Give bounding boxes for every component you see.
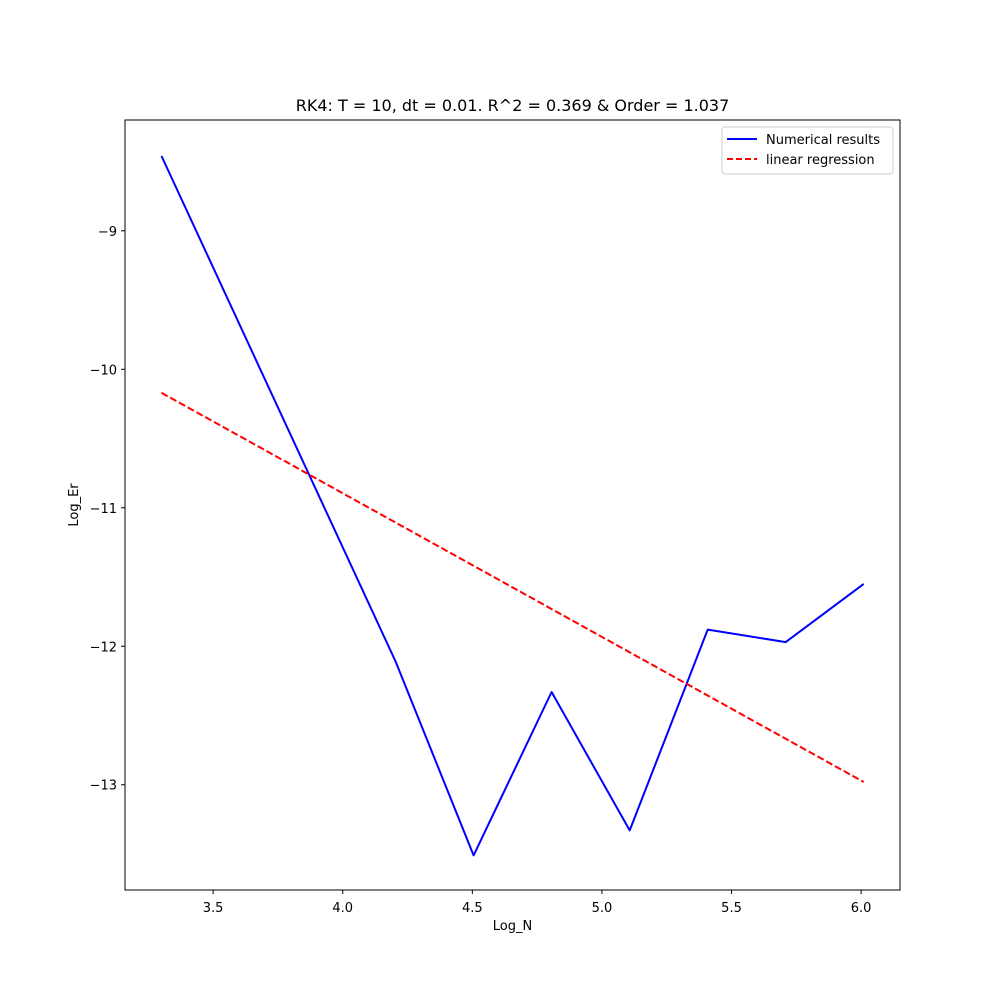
legend: Numerical results linear regression <box>721 126 894 175</box>
series-line-linear-regression <box>161 391 865 783</box>
y-tick-label: −9 <box>98 225 117 240</box>
x-tick-label: 5.0 <box>592 901 613 916</box>
y-tick-label: −12 <box>90 640 117 655</box>
x-axis-ticks: 3.5 4.0 4.5 5.0 5.5 6.0 <box>203 890 872 916</box>
legend-box <box>721 126 894 175</box>
series-line-numerical-results <box>160 155 865 857</box>
x-tick-label: 3.5 <box>203 901 224 916</box>
y-tick-label: −13 <box>90 779 117 794</box>
x-axis-label: Log_N <box>493 919 532 934</box>
x-tick-label: 5.5 <box>721 901 742 916</box>
axes-background <box>125 120 900 890</box>
axes-frame <box>124 119 901 891</box>
y-tick-label: −10 <box>90 363 117 378</box>
chart-title: RK4: T = 10, dt = 0.01. R^2 = 0.369 & Or… <box>296 96 730 115</box>
x-tick-label: 4.5 <box>462 901 483 916</box>
legend-label-numerical-results: Numerical results <box>766 133 880 148</box>
y-axis-label: Log_Er <box>67 483 82 527</box>
plot-area: 3.5 4.0 4.5 5.0 5.5 6.0 −9 −10 −11 −12 −13 <box>90 119 901 916</box>
y-axis-ticks: −9 −10 −11 −12 −13 <box>90 225 125 794</box>
x-tick-label: 4.0 <box>332 901 353 916</box>
legend-label-linear-regression: linear regression <box>766 153 875 168</box>
x-tick-label: 6.0 <box>851 901 872 916</box>
y-tick-label: −11 <box>90 502 117 517</box>
series-layer <box>160 155 865 857</box>
